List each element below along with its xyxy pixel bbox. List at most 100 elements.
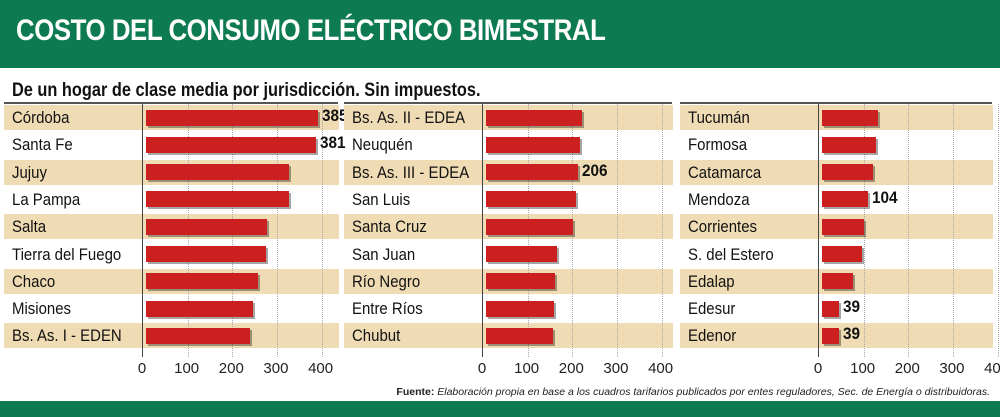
chart-row: Córdoba (4, 105, 142, 130)
category-label: Río Negro (352, 271, 421, 291)
category-label: San Luis (352, 189, 411, 209)
bar (146, 136, 317, 153)
x-tick-label: 300 (263, 360, 289, 377)
source-label: Fuente: (396, 386, 435, 398)
category-label: Entre Ríos (352, 299, 423, 319)
category-label: Edenor (688, 326, 737, 346)
chart-row: Jujuy (4, 159, 142, 185)
gridline (276, 104, 278, 357)
gridline (952, 104, 954, 357)
gridline (997, 104, 999, 357)
chart-row: Edesur (680, 296, 818, 321)
chart-subtitle: De un hogar de clase media por jurisdicc… (12, 80, 481, 101)
category-label: Jujuy (12, 162, 47, 182)
bar (486, 300, 555, 317)
chart-row: Misiones (4, 296, 142, 321)
bar (822, 164, 874, 181)
bar (486, 109, 582, 126)
chart-row: S. del Estero (680, 242, 818, 267)
bar (146, 191, 289, 208)
x-tick-label: 0 (137, 360, 147, 377)
chart-row: Corrientes (680, 214, 818, 240)
chart-row: Catamarca (680, 159, 818, 185)
bar (822, 191, 869, 208)
bar (146, 246, 266, 262)
chart-row: Mendoza (680, 187, 818, 212)
x-tick-label: 200 (558, 360, 584, 377)
category-label: Santa Cruz (352, 217, 427, 237)
chart-row: Bs. As. III - EDEA (344, 159, 482, 185)
gridline (661, 104, 663, 357)
chart-row: La Pampa (4, 187, 142, 212)
category-label: La Pampa (12, 189, 81, 209)
x-tick-label: 300 (603, 360, 629, 377)
category-label: Salta (12, 217, 47, 237)
data-label: 39 (843, 324, 861, 344)
bar (486, 218, 574, 235)
bar (486, 327, 553, 344)
x-tick-label: 0 (813, 360, 823, 377)
chart-row: Bs. As. II - EDEA (344, 105, 482, 130)
title-banner: COSTO DEL CONSUMO ELÉCTRICO BIMESTRAL (0, 0, 1000, 68)
category-label: Córdoba (12, 108, 70, 127)
chart-row: Tierra del Fuego (4, 242, 142, 267)
category-label: Tierra del Fuego (12, 244, 122, 264)
category-label: Santa Fe (12, 135, 73, 155)
source-text: Elaboración propia en base a los cuadros… (437, 386, 990, 398)
bar (822, 109, 878, 126)
bar (822, 246, 863, 262)
bar (146, 300, 254, 317)
chart-title: COSTO DEL CONSUMO ELÉCTRICO BIMESTRAL (16, 14, 606, 47)
x-tick-label: 100 (174, 360, 200, 377)
title-rule (0, 68, 1000, 73)
chart-row: Formosa (680, 132, 818, 157)
bar (146, 218, 267, 235)
gridline (321, 104, 323, 357)
chart-row: Tucumán (680, 105, 818, 130)
chart-row: Edalap (680, 268, 818, 294)
chart-row: Santa Cruz (344, 214, 482, 240)
bar (822, 136, 877, 153)
x-tick-label: 100 (850, 360, 876, 377)
category-label: Formosa (688, 135, 748, 155)
bar (486, 273, 556, 290)
chart-row: Río Negro (344, 268, 482, 294)
bar (146, 109, 318, 126)
chart-row: Santa Fe (4, 132, 142, 157)
chart-row: San Juan (344, 242, 482, 267)
gridline (908, 104, 910, 357)
x-tick-label: 400 (648, 360, 674, 377)
category-label: Chubut (352, 326, 401, 346)
bar (822, 218, 865, 235)
x-tick-label: 400 (308, 360, 334, 377)
bar (822, 273, 854, 290)
bar (486, 246, 558, 262)
gridline (616, 104, 618, 357)
chart-row: Salta (4, 214, 142, 240)
chart-row: San Luis (344, 187, 482, 212)
data-label: 206 (581, 160, 608, 180)
category-label: San Juan (352, 244, 416, 264)
bar (146, 273, 258, 290)
chart-row: Bs. As. I - EDEN (4, 323, 142, 349)
plot-area: 385 381 (142, 104, 347, 357)
row-band (819, 323, 993, 349)
x-tick-label: 0 (477, 360, 487, 377)
data-label: 381 (320, 133, 346, 153)
category-label: Catamarca (688, 162, 762, 182)
data-label: 385 (321, 106, 348, 125)
data-label: 104 (872, 187, 898, 207)
category-label: Mendoza (688, 189, 750, 209)
chart-panel-2: Bs. As. II - EDEA Neuquén Bs. As. III - ED… (344, 102, 674, 386)
x-tick-label: 400 (984, 360, 1000, 377)
bar (146, 327, 250, 344)
source-note: Fuente: Elaboración propia en base a los… (396, 386, 990, 398)
chart-row: Edenor (680, 323, 818, 349)
category-label: Misiones (12, 299, 72, 319)
bar (486, 164, 578, 181)
bar (486, 136, 580, 153)
chart-row: Chaco (4, 268, 142, 294)
category-label: Edalap (688, 271, 735, 291)
category-label: Edesur (688, 299, 736, 319)
category-label: Chaco (12, 271, 56, 291)
